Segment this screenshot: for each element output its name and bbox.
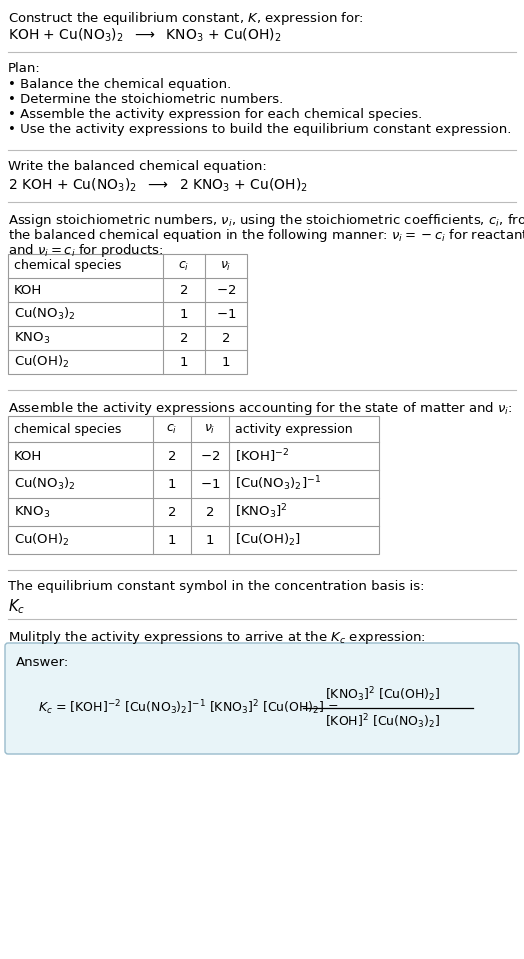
Text: [KOH]$^{-2}$: [KOH]$^{-2}$ xyxy=(235,447,289,465)
Text: and $\nu_i = c_i$ for products:: and $\nu_i = c_i$ for products: xyxy=(8,242,163,259)
Text: Plan:: Plan: xyxy=(8,62,41,75)
Text: $-1$: $-1$ xyxy=(216,308,236,320)
Text: 1: 1 xyxy=(168,533,176,547)
Text: chemical species: chemical species xyxy=(14,423,122,435)
Text: 2: 2 xyxy=(168,450,176,462)
Text: [KNO$_3$]$^2$ [Cu(OH)$_2$]: [KNO$_3$]$^2$ [Cu(OH)$_2$] xyxy=(325,686,441,704)
Text: [Cu(NO$_3$)$_2$]$^{-1}$: [Cu(NO$_3$)$_2$]$^{-1}$ xyxy=(235,475,321,493)
Text: [KNO$_3$]$^2$: [KNO$_3$]$^2$ xyxy=(235,503,288,522)
Bar xyxy=(8,416,379,554)
Text: $K_c$: $K_c$ xyxy=(8,597,25,616)
Text: 2: 2 xyxy=(180,332,188,344)
Text: [KOH]$^2$ [Cu(NO$_3$)$_2$]: [KOH]$^2$ [Cu(NO$_3$)$_2$] xyxy=(325,713,441,732)
Text: $-1$: $-1$ xyxy=(200,478,220,490)
Text: Mulitply the activity expressions to arrive at the $K_c$ expression:: Mulitply the activity expressions to arr… xyxy=(8,629,426,646)
Text: 2: 2 xyxy=(168,505,176,519)
Text: KNO$_3$: KNO$_3$ xyxy=(14,504,50,520)
Text: • Assemble the activity expression for each chemical species.: • Assemble the activity expression for e… xyxy=(8,108,422,121)
Text: 1: 1 xyxy=(206,533,214,547)
Text: $\nu_i$: $\nu_i$ xyxy=(220,260,232,272)
Text: Cu(OH)$_2$: Cu(OH)$_2$ xyxy=(14,532,69,548)
Text: Cu(NO$_3$)$_2$: Cu(NO$_3$)$_2$ xyxy=(14,306,76,322)
Text: Assemble the activity expressions accounting for the state of matter and $\nu_i$: Assemble the activity expressions accoun… xyxy=(8,400,512,417)
Text: Cu(NO$_3$)$_2$: Cu(NO$_3$)$_2$ xyxy=(14,476,76,492)
Text: • Determine the stoichiometric numbers.: • Determine the stoichiometric numbers. xyxy=(8,93,283,106)
FancyBboxPatch shape xyxy=(5,643,519,754)
Text: $K_c$ = [KOH]$^{-2}$ [Cu(NO$_3$)$_2$]$^{-1}$ [KNO$_3$]$^2$ [Cu(OH)$_2$] =: $K_c$ = [KOH]$^{-2}$ [Cu(NO$_3$)$_2$]$^{… xyxy=(38,699,339,717)
Text: Cu(OH)$_2$: Cu(OH)$_2$ xyxy=(14,354,69,370)
Text: activity expression: activity expression xyxy=(235,423,353,435)
Text: KOH: KOH xyxy=(14,284,42,296)
Text: $-2$: $-2$ xyxy=(200,450,220,462)
Text: 2: 2 xyxy=(222,332,230,344)
Text: Answer:: Answer: xyxy=(16,656,69,669)
Text: 2 KOH + Cu(NO$_3$)$_2$  $\longrightarrow$  2 KNO$_3$ + Cu(OH)$_2$: 2 KOH + Cu(NO$_3$)$_2$ $\longrightarrow$… xyxy=(8,177,308,195)
Text: 1: 1 xyxy=(180,356,188,368)
Text: the balanced chemical equation in the following manner: $\nu_i = -c_i$ for react: the balanced chemical equation in the fo… xyxy=(8,227,524,244)
Text: 2: 2 xyxy=(206,505,214,519)
Text: Construct the equilibrium constant, $K$, expression for:: Construct the equilibrium constant, $K$,… xyxy=(8,10,364,27)
Text: 1: 1 xyxy=(168,478,176,490)
Text: chemical species: chemical species xyxy=(14,260,122,272)
Bar xyxy=(8,254,247,374)
Text: $c_i$: $c_i$ xyxy=(178,260,190,272)
Text: • Use the activity expressions to build the equilibrium constant expression.: • Use the activity expressions to build … xyxy=(8,123,511,136)
Text: KOH: KOH xyxy=(14,450,42,462)
Text: The equilibrium constant symbol in the concentration basis is:: The equilibrium constant symbol in the c… xyxy=(8,580,424,593)
Text: 1: 1 xyxy=(180,308,188,320)
Text: 1: 1 xyxy=(222,356,230,368)
Text: KOH + Cu(NO$_3$)$_2$  $\longrightarrow$  KNO$_3$ + Cu(OH)$_2$: KOH + Cu(NO$_3$)$_2$ $\longrightarrow$ K… xyxy=(8,27,281,44)
Text: Write the balanced chemical equation:: Write the balanced chemical equation: xyxy=(8,160,267,173)
Text: 2: 2 xyxy=(180,284,188,296)
Text: $\nu_i$: $\nu_i$ xyxy=(204,423,216,435)
Text: $c_i$: $c_i$ xyxy=(166,423,178,435)
Text: Assign stoichiometric numbers, $\nu_i$, using the stoichiometric coefficients, $: Assign stoichiometric numbers, $\nu_i$, … xyxy=(8,212,524,229)
Text: KNO$_3$: KNO$_3$ xyxy=(14,331,50,345)
Text: $-2$: $-2$ xyxy=(216,284,236,296)
Text: [Cu(OH)$_2$]: [Cu(OH)$_2$] xyxy=(235,532,301,548)
Text: • Balance the chemical equation.: • Balance the chemical equation. xyxy=(8,78,231,91)
